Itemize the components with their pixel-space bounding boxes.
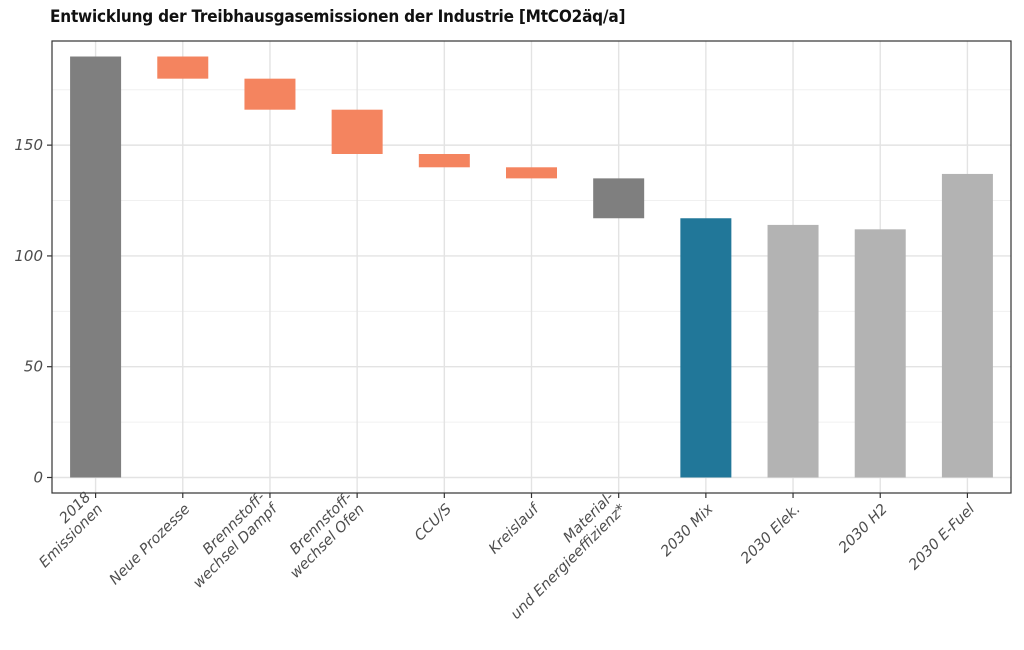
x-tick-label: 2030 Mix	[658, 501, 717, 560]
x-tick-label-line: Kreislauf	[486, 500, 543, 557]
bar	[767, 224, 819, 478]
x-tick-label: 2018Emissionen	[24, 489, 106, 571]
x-tick-label: Material-und Energieeffizienz*	[496, 489, 629, 622]
bar	[854, 229, 906, 478]
bar	[941, 173, 993, 478]
x-tick-label: CCU/S	[412, 501, 455, 544]
x-tick-label-line: 2030 H2	[836, 501, 891, 556]
x-tick-label: Kreislauf	[486, 500, 543, 557]
bar	[331, 109, 383, 154]
y-tick-label: 150	[14, 136, 43, 154]
x-tick-label: 2030 E-Fuel	[906, 501, 978, 573]
bar	[157, 56, 209, 79]
x-tick-label: Neue Prozesse	[107, 501, 194, 588]
chart-title: Entwicklung der Treibhausgasemissionen d…	[50, 7, 626, 27]
x-tick-label: Brennstoff-wechsel Ofen	[275, 489, 367, 581]
x-tick-label-line: Neue Prozesse	[107, 501, 194, 588]
bar	[244, 78, 296, 110]
y-tick-label: 100	[14, 247, 43, 265]
x-tick-label: 2030 H2	[836, 501, 891, 556]
x-tick-label-line: CCU/S	[412, 501, 455, 544]
bar	[70, 56, 122, 478]
bar	[680, 218, 732, 478]
x-tick-label-line: 2030 Mix	[658, 501, 717, 560]
x-tick-label-line: 2030 Elek.	[738, 501, 804, 567]
bar	[418, 154, 470, 168]
x-tick-label-line: 2030 E-Fuel	[906, 501, 978, 573]
y-tick-label: 50	[24, 358, 43, 376]
y-tick-label: 0	[33, 468, 43, 486]
x-tick-label: 2030 Elek.	[738, 501, 804, 567]
x-tick-label: Brennstoff-wechsel Dampf	[178, 488, 282, 592]
bar	[593, 178, 645, 219]
bar	[506, 167, 557, 179]
